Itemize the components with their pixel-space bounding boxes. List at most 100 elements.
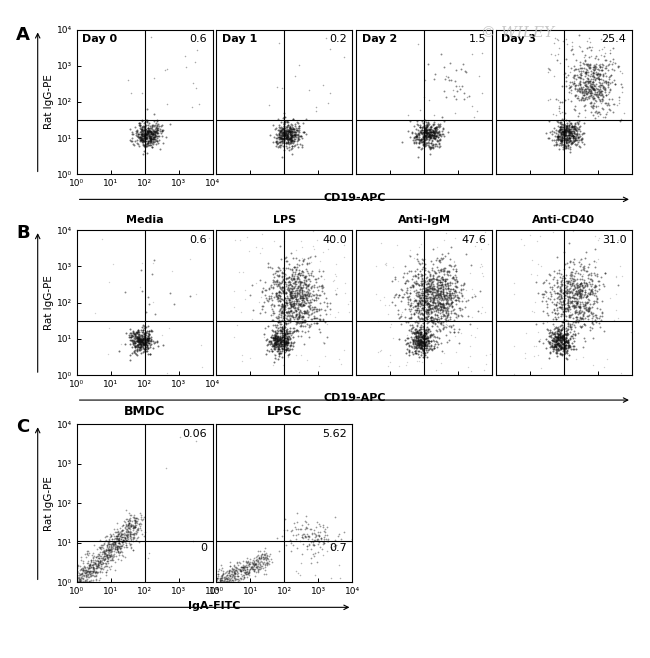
- Point: [270, 332, 281, 343]
- Point: [138, 333, 148, 343]
- Point: [432, 296, 442, 307]
- Point: [89, 567, 99, 577]
- Point: [233, 569, 243, 579]
- Point: [564, 126, 575, 137]
- Point: [545, 127, 556, 138]
- Point: [554, 130, 564, 141]
- Point: [578, 63, 589, 74]
- Point: [402, 268, 413, 278]
- Point: [84, 577, 94, 588]
- Point: [114, 533, 124, 544]
- Point: [140, 334, 150, 344]
- Point: [268, 315, 278, 326]
- Point: [423, 277, 434, 288]
- Point: [142, 334, 153, 345]
- Text: 1.5: 1.5: [469, 34, 487, 44]
- Point: [424, 332, 435, 342]
- Point: [289, 278, 299, 288]
- Point: [563, 338, 573, 348]
- Point: [599, 83, 610, 93]
- Point: [422, 340, 433, 351]
- Point: [421, 125, 432, 136]
- Point: [581, 302, 592, 313]
- Point: [418, 351, 428, 362]
- Point: [445, 288, 455, 298]
- Point: [270, 334, 280, 345]
- Point: [376, 345, 386, 355]
- Point: [562, 141, 573, 151]
- Point: [101, 545, 111, 555]
- Point: [301, 113, 311, 124]
- Point: [135, 342, 145, 352]
- Point: [591, 73, 601, 84]
- Point: [144, 332, 154, 343]
- Point: [147, 142, 157, 153]
- Point: [561, 137, 571, 147]
- Point: [601, 77, 611, 88]
- Point: [291, 306, 301, 316]
- Point: [432, 285, 443, 295]
- Point: [556, 332, 567, 343]
- Point: [584, 33, 594, 43]
- Point: [281, 338, 291, 348]
- Point: [88, 563, 98, 574]
- Point: [308, 313, 318, 323]
- Point: [118, 532, 128, 542]
- Point: [397, 285, 408, 295]
- Point: [279, 130, 289, 140]
- Point: [280, 339, 290, 349]
- Y-axis label: Rat IgG-PE: Rat IgG-PE: [44, 476, 54, 531]
- Point: [601, 109, 612, 119]
- Point: [411, 340, 422, 350]
- Point: [571, 55, 581, 65]
- Point: [402, 338, 413, 349]
- Point: [144, 338, 154, 348]
- Point: [473, 306, 484, 316]
- Point: [301, 263, 311, 274]
- Point: [422, 291, 432, 301]
- Point: [236, 574, 246, 584]
- Point: [233, 575, 244, 586]
- Point: [575, 288, 585, 299]
- Point: [425, 143, 436, 153]
- Point: [569, 70, 580, 80]
- Point: [301, 281, 311, 291]
- Point: [567, 329, 578, 340]
- Point: [309, 540, 320, 551]
- Point: [143, 342, 153, 353]
- Point: [434, 283, 444, 293]
- Point: [101, 544, 111, 554]
- Point: [423, 138, 434, 148]
- Point: [238, 565, 248, 575]
- Point: [559, 344, 569, 355]
- Point: [419, 275, 429, 286]
- Point: [216, 560, 226, 570]
- Point: [418, 134, 428, 144]
- Point: [428, 292, 439, 303]
- Point: [105, 547, 116, 557]
- Point: [480, 359, 491, 369]
- Point: [274, 328, 285, 339]
- Point: [132, 350, 142, 361]
- Point: [309, 307, 319, 318]
- Point: [80, 577, 90, 588]
- Point: [430, 139, 441, 149]
- Point: [309, 534, 320, 545]
- Point: [138, 323, 149, 334]
- Point: [415, 128, 426, 139]
- Point: [566, 127, 577, 138]
- Point: [426, 142, 437, 153]
- Point: [139, 133, 150, 143]
- Point: [276, 307, 286, 317]
- Point: [452, 311, 463, 322]
- Point: [229, 577, 239, 588]
- Point: [309, 318, 320, 329]
- Point: [151, 336, 162, 347]
- Point: [309, 551, 319, 561]
- Point: [594, 73, 604, 84]
- Point: [552, 302, 562, 313]
- Point: [238, 565, 248, 576]
- Point: [287, 291, 297, 302]
- Point: [142, 129, 153, 139]
- Point: [99, 551, 109, 561]
